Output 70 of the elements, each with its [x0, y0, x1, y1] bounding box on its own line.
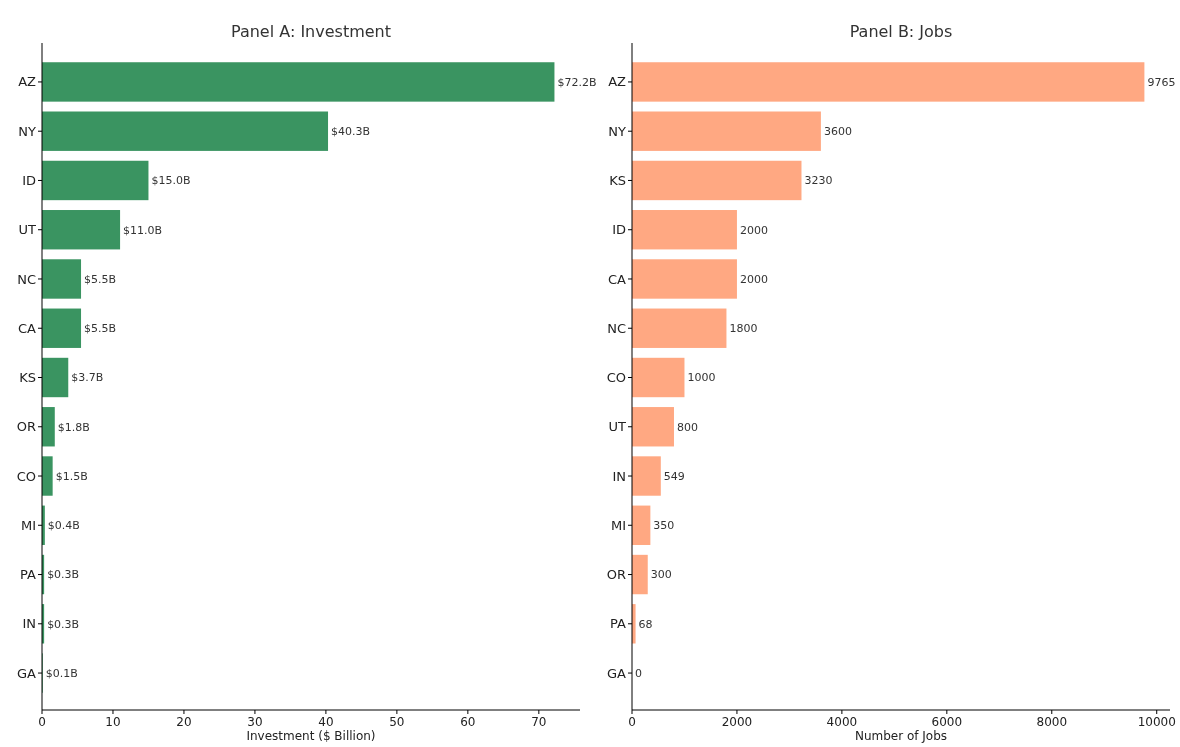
- x-tick-label: 2000: [721, 715, 753, 729]
- data-label: 549: [663, 469, 685, 483]
- y-tick-label: UT: [608, 419, 627, 435]
- x-tick-label: 70: [531, 715, 547, 729]
- y-tick-label: UT: [18, 222, 37, 238]
- data-label: $0.3B: [47, 568, 80, 582]
- y-tick-label: NY: [18, 123, 37, 139]
- y-tick-label: MI: [20, 517, 36, 533]
- y-tick-label: IN: [22, 616, 36, 632]
- data-label: 2000: [739, 272, 768, 286]
- x-tick-label: 10000: [1137, 715, 1176, 729]
- y-tick-label: KS: [19, 370, 36, 386]
- data-label: $0.3B: [47, 617, 80, 631]
- y-tick-label: CO: [606, 370, 626, 386]
- data-label: 300: [650, 568, 672, 582]
- data-label: $5.5B: [84, 322, 117, 336]
- data-label: $0.1B: [45, 666, 78, 680]
- data-label: $3.7B: [71, 371, 104, 385]
- y-tick-label: CO: [16, 468, 36, 484]
- chart-title: Panel B: Jobs: [849, 22, 953, 41]
- y-tick-label: AZ: [608, 74, 627, 90]
- data-label: $11.0B: [123, 223, 163, 237]
- data-label: 1800: [729, 322, 758, 336]
- y-tick-label: CA: [18, 320, 37, 336]
- x-tick-label: 50: [389, 715, 405, 729]
- data-label: $15.0B: [151, 174, 191, 188]
- x-tick-label: 0: [38, 715, 46, 729]
- y-tick-label: ID: [22, 173, 36, 189]
- data-label: $1.5B: [55, 469, 88, 483]
- y-tick-label: KS: [609, 173, 626, 189]
- data-label: $5.5B: [84, 272, 117, 286]
- data-label: 800: [676, 420, 698, 434]
- y-tick-label: GA: [17, 665, 37, 681]
- y-tick-label: ID: [612, 222, 626, 238]
- y-tick-label: OR: [606, 567, 626, 583]
- data-label: 3600: [823, 125, 852, 139]
- data-label: 1000: [687, 371, 716, 385]
- x-tick-label: 20: [176, 715, 192, 729]
- data-label: 0: [635, 666, 642, 680]
- x-tick-label: 8000: [1036, 715, 1068, 729]
- x-tick-label: 60: [460, 715, 476, 729]
- x-axis-title: Number of Jobs: [854, 729, 948, 743]
- chart-title: Panel A: Investment: [230, 22, 392, 41]
- x-tick-label: 40: [318, 715, 334, 729]
- x-tick-label: 6000: [931, 715, 963, 729]
- x-axis-title: Investment ($ Billion): [246, 729, 376, 743]
- y-tick-label: OR: [16, 419, 36, 435]
- y-tick-label: MI: [610, 517, 626, 533]
- data-label: 3230: [804, 174, 833, 188]
- data-label: 68: [638, 617, 653, 631]
- y-tick-label: NC: [607, 320, 626, 336]
- data-label: $40.3B: [331, 125, 371, 139]
- y-tick-label: PA: [610, 616, 627, 632]
- x-tick-label: 10: [105, 715, 121, 729]
- y-tick-label: AZ: [18, 74, 37, 90]
- data-label: $72.2B: [557, 75, 597, 89]
- y-tick-label: NC: [17, 271, 36, 287]
- x-tick-label: 0: [628, 715, 636, 729]
- y-tick-label: GA: [607, 665, 627, 681]
- data-label: $0.4B: [47, 519, 80, 533]
- data-label: $1.8B: [57, 420, 90, 434]
- data-label: 9765: [1147, 75, 1176, 89]
- y-tick-label: IN: [612, 468, 626, 484]
- data-label: 350: [653, 519, 675, 533]
- y-tick-label: CA: [608, 271, 627, 287]
- y-tick-label: NY: [608, 123, 627, 139]
- x-tick-label: 4000: [826, 715, 858, 729]
- data-label: 2000: [739, 223, 768, 237]
- y-tick-label: PA: [20, 567, 37, 583]
- x-tick-label: 30: [247, 715, 263, 729]
